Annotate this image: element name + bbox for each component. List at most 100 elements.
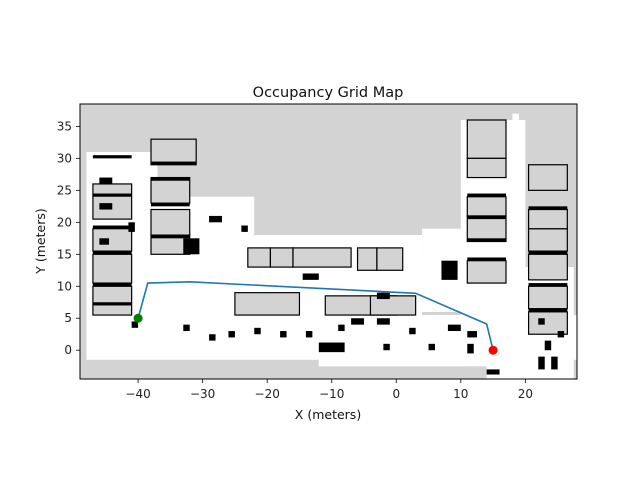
obstacle — [467, 331, 477, 338]
unknown-room — [356, 247, 378, 271]
x-tick-label: 20 — [518, 387, 533, 401]
free-region — [325, 324, 487, 367]
obstacle — [92, 155, 132, 159]
x-tick-label: 0 — [392, 387, 400, 401]
unknown-room — [234, 292, 301, 316]
unknown-rooms-layer — [92, 119, 568, 335]
y-tick-label: 25 — [57, 183, 72, 197]
obstacle — [99, 177, 113, 184]
planned-path-line — [137, 280, 494, 351]
obstacle — [557, 331, 565, 338]
obstacle — [183, 238, 200, 255]
unknown-room — [92, 285, 133, 316]
chart-title: Occupancy Grid Map — [253, 85, 404, 101]
obstacle — [305, 331, 313, 338]
unknown-room — [527, 285, 568, 310]
obstacle — [528, 251, 568, 255]
obstacle — [318, 342, 345, 353]
obstacle — [528, 308, 568, 312]
obstacle — [92, 193, 132, 197]
unknown-room — [527, 253, 568, 281]
y-tick-label: 5 — [64, 311, 72, 325]
x-tick-label: −30 — [190, 387, 215, 401]
obstacle — [447, 324, 461, 332]
obstacle — [241, 225, 248, 232]
obstacle — [99, 203, 113, 210]
start-marker — [133, 313, 143, 323]
x-tick-label: −20 — [255, 387, 280, 401]
obstacle — [92, 251, 132, 255]
obstacle — [254, 327, 261, 335]
obstacle — [528, 283, 568, 287]
y-tick-label: 35 — [57, 119, 72, 133]
unknown-room — [292, 247, 352, 268]
free-region — [486, 311, 526, 379]
obstacle — [467, 238, 506, 242]
obstacle — [376, 318, 390, 325]
unknown-room — [376, 247, 404, 271]
unknown-room — [527, 228, 568, 252]
obstacle — [441, 260, 458, 280]
obstacle — [467, 193, 506, 197]
unknown-room — [150, 176, 191, 204]
obstacle — [209, 215, 222, 223]
obstacle — [409, 327, 416, 335]
obstacle — [228, 331, 235, 338]
obstacle — [383, 343, 390, 351]
obstacle — [131, 321, 139, 328]
obstacle — [151, 235, 190, 239]
unknown-room — [92, 253, 133, 284]
unknown-room — [466, 260, 507, 284]
unknown-room — [247, 247, 272, 268]
obstacle — [467, 215, 506, 220]
obstacle — [376, 292, 390, 300]
obstacle — [151, 177, 190, 181]
unknown-room — [369, 295, 417, 316]
x-axis-ticks: −40 −30 −20 −10 0 10 20 — [125, 379, 533, 401]
obstacle — [99, 238, 110, 245]
obstacle — [302, 273, 319, 280]
x-tick-label: −40 — [125, 387, 150, 401]
y-tick-label: 30 — [57, 151, 72, 165]
unknown-room — [466, 196, 507, 217]
obstacle — [467, 257, 506, 261]
unknown-room — [466, 215, 507, 243]
y-axis-label: Y (meters) — [33, 208, 48, 274]
unknown-room — [150, 138, 197, 166]
obstacle — [538, 356, 545, 370]
y-tick-label: 20 — [57, 215, 72, 229]
y-tick-label: 15 — [57, 247, 72, 261]
obstacle — [280, 331, 287, 338]
x-tick-label: −10 — [319, 387, 344, 401]
unknown-room — [466, 119, 507, 159]
y-tick-label: 0 — [64, 343, 72, 357]
obstacle — [528, 206, 568, 210]
plot-area — [80, 104, 577, 379]
axes-frame — [79, 103, 578, 380]
obstacle — [151, 161, 197, 165]
obstacle — [544, 340, 552, 351]
x-tick-label: 10 — [453, 387, 468, 401]
obstacle — [92, 225, 132, 229]
obstacle — [92, 302, 132, 306]
x-axis-label: X (meters) — [295, 407, 361, 422]
obstacle — [209, 334, 216, 341]
obstacle — [467, 343, 474, 354]
obstacle — [551, 356, 558, 370]
obstacle — [92, 283, 132, 287]
goal-marker — [488, 345, 498, 355]
unknown-room — [466, 157, 507, 179]
obstacle — [183, 324, 190, 332]
unknown-room — [527, 208, 568, 230]
y-axis-ticks: 0 5 10 15 20 25 30 35 — [57, 119, 80, 357]
unknown-room — [269, 247, 294, 268]
obstacle-layer — [92, 155, 568, 375]
obstacle — [128, 222, 135, 232]
obstacle — [486, 369, 500, 375]
obstacle — [151, 203, 190, 207]
unknown-room — [92, 183, 133, 220]
obstacle — [338, 324, 345, 332]
y-tick-label: 10 — [57, 279, 72, 293]
free-region — [512, 113, 519, 325]
